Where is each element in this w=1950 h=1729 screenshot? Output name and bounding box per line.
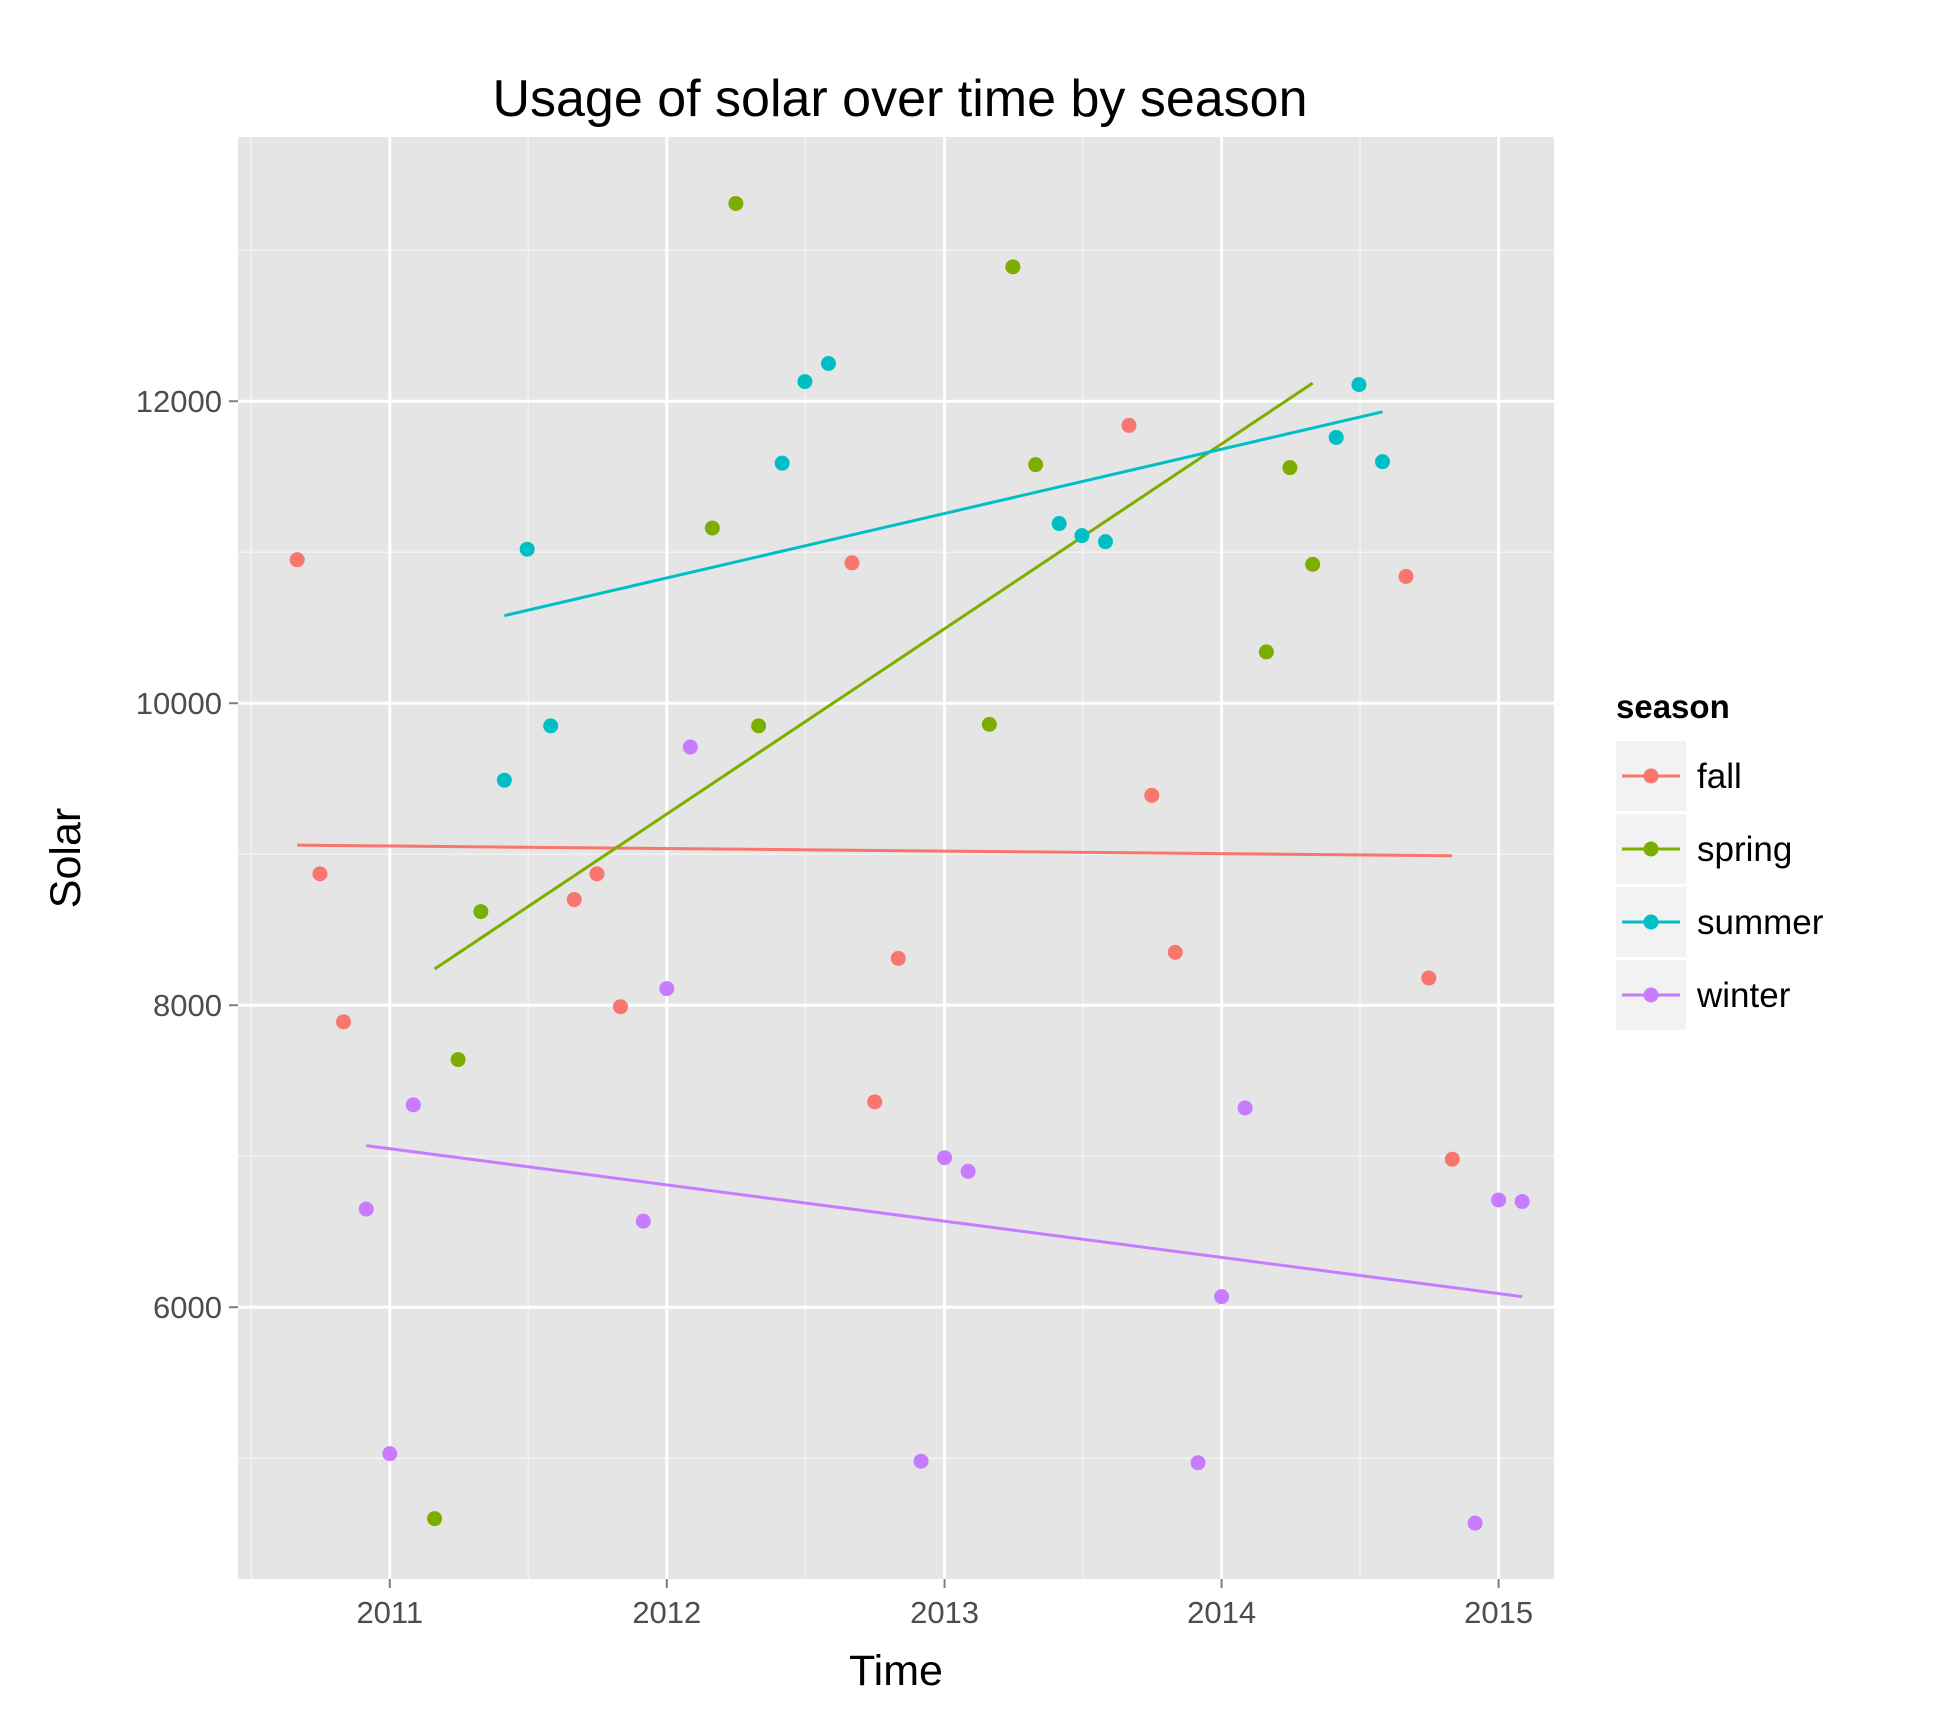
data-point-summer [496,772,512,788]
data-point-spring [473,904,489,920]
legend: season fall spring summer winter [1616,688,1824,1030]
x-axis: 2011 2012 2013 2014 2015 [356,1579,1533,1630]
legend-key-point [1643,987,1659,1003]
data-point-fall [1421,970,1437,986]
data-point-fall [890,950,906,966]
y-tick-label: 8000 [153,988,222,1023]
data-point-summer [543,718,559,734]
trend-line-summer [504,410,1383,618]
legend-key-point [1643,768,1659,784]
data-point-summer [1097,534,1113,550]
data-point-summer [519,541,535,557]
data-point-summer [1374,454,1390,470]
data-point-winter [1214,1289,1230,1305]
data-point-winter [682,739,698,755]
legend-label-summer: summer [1697,903,1824,942]
data-point-summer [1074,528,1090,544]
data-point-spring [450,1052,466,1068]
data-point-fall [1444,1151,1460,1167]
data-point-summer [1351,377,1367,393]
plot-panel [238,137,1554,1579]
data-point-winter [358,1201,374,1217]
x-tick-label: 2014 [1187,1595,1256,1630]
data-point-fall [1167,944,1183,960]
trend-line-fall [297,843,1453,858]
data-point-winter [1514,1194,1530,1210]
data-point-fall [613,999,629,1015]
x-axis-title: Time [849,1647,943,1695]
data-point-spring [704,520,720,536]
grid-lines [238,137,1554,1579]
data-point-fall [335,1014,351,1030]
trend-line-winter [366,1144,1523,1299]
chart-title: Usage of solar over time by season [492,70,1307,128]
data-point-summer [1328,429,1344,445]
y-axis: 6000 8000 10000 12000 [136,384,238,1325]
y-tick-label: 12000 [136,384,222,419]
data-point-winter [937,1150,953,1166]
legend-key-point [1643,841,1659,857]
data-point-spring [981,716,997,732]
data-point-winter [635,1213,651,1229]
trend-line-spring [433,381,1314,971]
legend-label-fall: fall [1697,757,1742,796]
data-point-winter [1491,1192,1507,1208]
y-tick-label: 6000 [153,1290,222,1325]
data-point-spring [1305,556,1321,572]
legend-label-winter: winter [1696,976,1791,1015]
data-point-fall [566,892,582,908]
data-point-winter [1467,1515,1483,1531]
data-point-winter [405,1097,421,1113]
data-point-summer [820,355,836,371]
data-point-spring [728,195,744,211]
data-point-fall [1144,787,1160,803]
x-tick-label: 2012 [632,1595,701,1630]
trend-lines [297,381,1523,1299]
data-points [289,195,1530,1531]
data-point-fall [1121,417,1137,433]
data-point-fall [289,552,305,568]
x-tick-label: 2013 [910,1595,979,1630]
data-point-winter [913,1453,929,1469]
data-point-fall [1398,568,1414,584]
data-point-fall [589,866,605,882]
data-point-spring [1258,644,1274,660]
legend-key-point [1643,914,1659,930]
x-tick-label: 2011 [356,1595,423,1630]
data-point-winter [382,1446,398,1462]
data-point-fall [867,1094,883,1110]
y-tick-label: 10000 [136,686,222,721]
legend-title: season [1616,688,1730,725]
x-tick-label: 2015 [1464,1595,1533,1630]
data-point-fall [312,866,328,882]
data-point-fall [844,555,860,571]
data-point-spring [1282,460,1298,476]
data-point-winter [960,1163,976,1179]
data-point-winter [1237,1100,1253,1116]
y-axis-title: Solar [42,808,90,908]
data-point-summer [1051,516,1067,532]
data-point-winter [659,981,675,997]
data-point-winter [1190,1455,1206,1471]
data-point-spring [751,718,767,734]
data-point-spring [427,1511,443,1527]
data-point-spring [1028,457,1044,473]
data-point-spring [1005,259,1021,275]
legend-label-spring: spring [1697,830,1792,869]
data-point-summer [774,455,790,471]
data-point-summer [797,374,813,390]
